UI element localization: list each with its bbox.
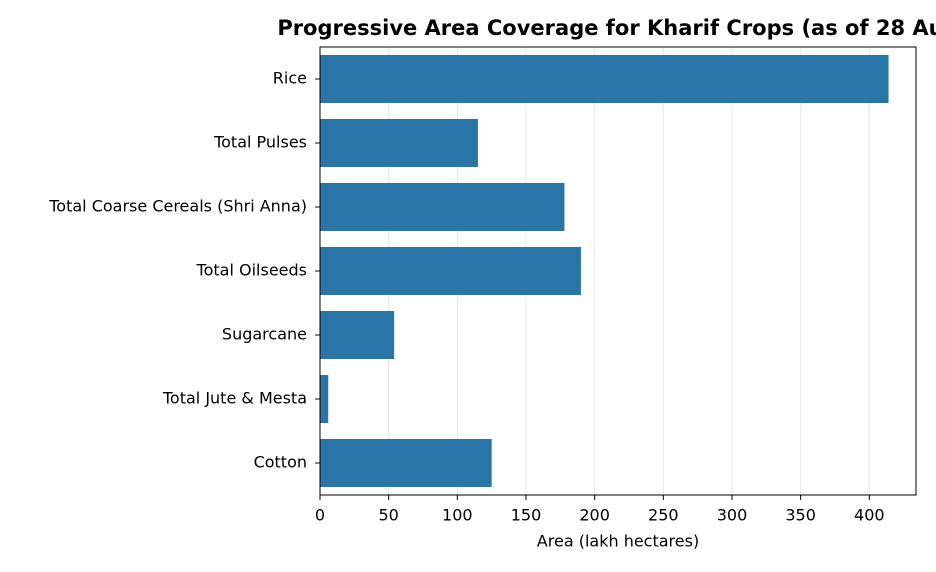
plot-frame — [319, 46, 917, 496]
y-tick-label: Total Jute & Mesta — [162, 389, 307, 408]
chart-title: Progressive Area Coverage for Kharif Cro… — [277, 16, 936, 40]
x-tick-label: 350 — [785, 506, 816, 525]
bar — [320, 247, 581, 295]
x-tick-label: 50 — [378, 506, 398, 525]
y-tick-label: Sugarcane — [222, 325, 307, 344]
y-tick-label: Total Pulses — [213, 133, 307, 152]
x-tick-label: 300 — [717, 506, 748, 525]
x-tick-label: 0 — [315, 506, 325, 525]
bar — [320, 119, 478, 167]
bar — [320, 55, 889, 103]
bar — [320, 375, 329, 423]
bar — [320, 439, 492, 487]
y-tick-label: Total Oilseeds — [196, 261, 307, 280]
x-tick-label: 400 — [854, 506, 885, 525]
y-tick-label: Total Coarse Cereals (Shri Anna) — [48, 197, 307, 216]
bar — [320, 311, 395, 359]
x-tick-label: 250 — [648, 506, 679, 525]
y-tick-label: Rice — [273, 69, 307, 88]
bar — [320, 183, 565, 231]
x-tick-label: 200 — [579, 506, 610, 525]
x-tick-label: 100 — [442, 506, 473, 525]
x-tick-label: 150 — [511, 506, 542, 525]
x-axis-label: Area (lakh hectares) — [537, 532, 699, 551]
y-tick-label: Cotton — [254, 453, 307, 472]
